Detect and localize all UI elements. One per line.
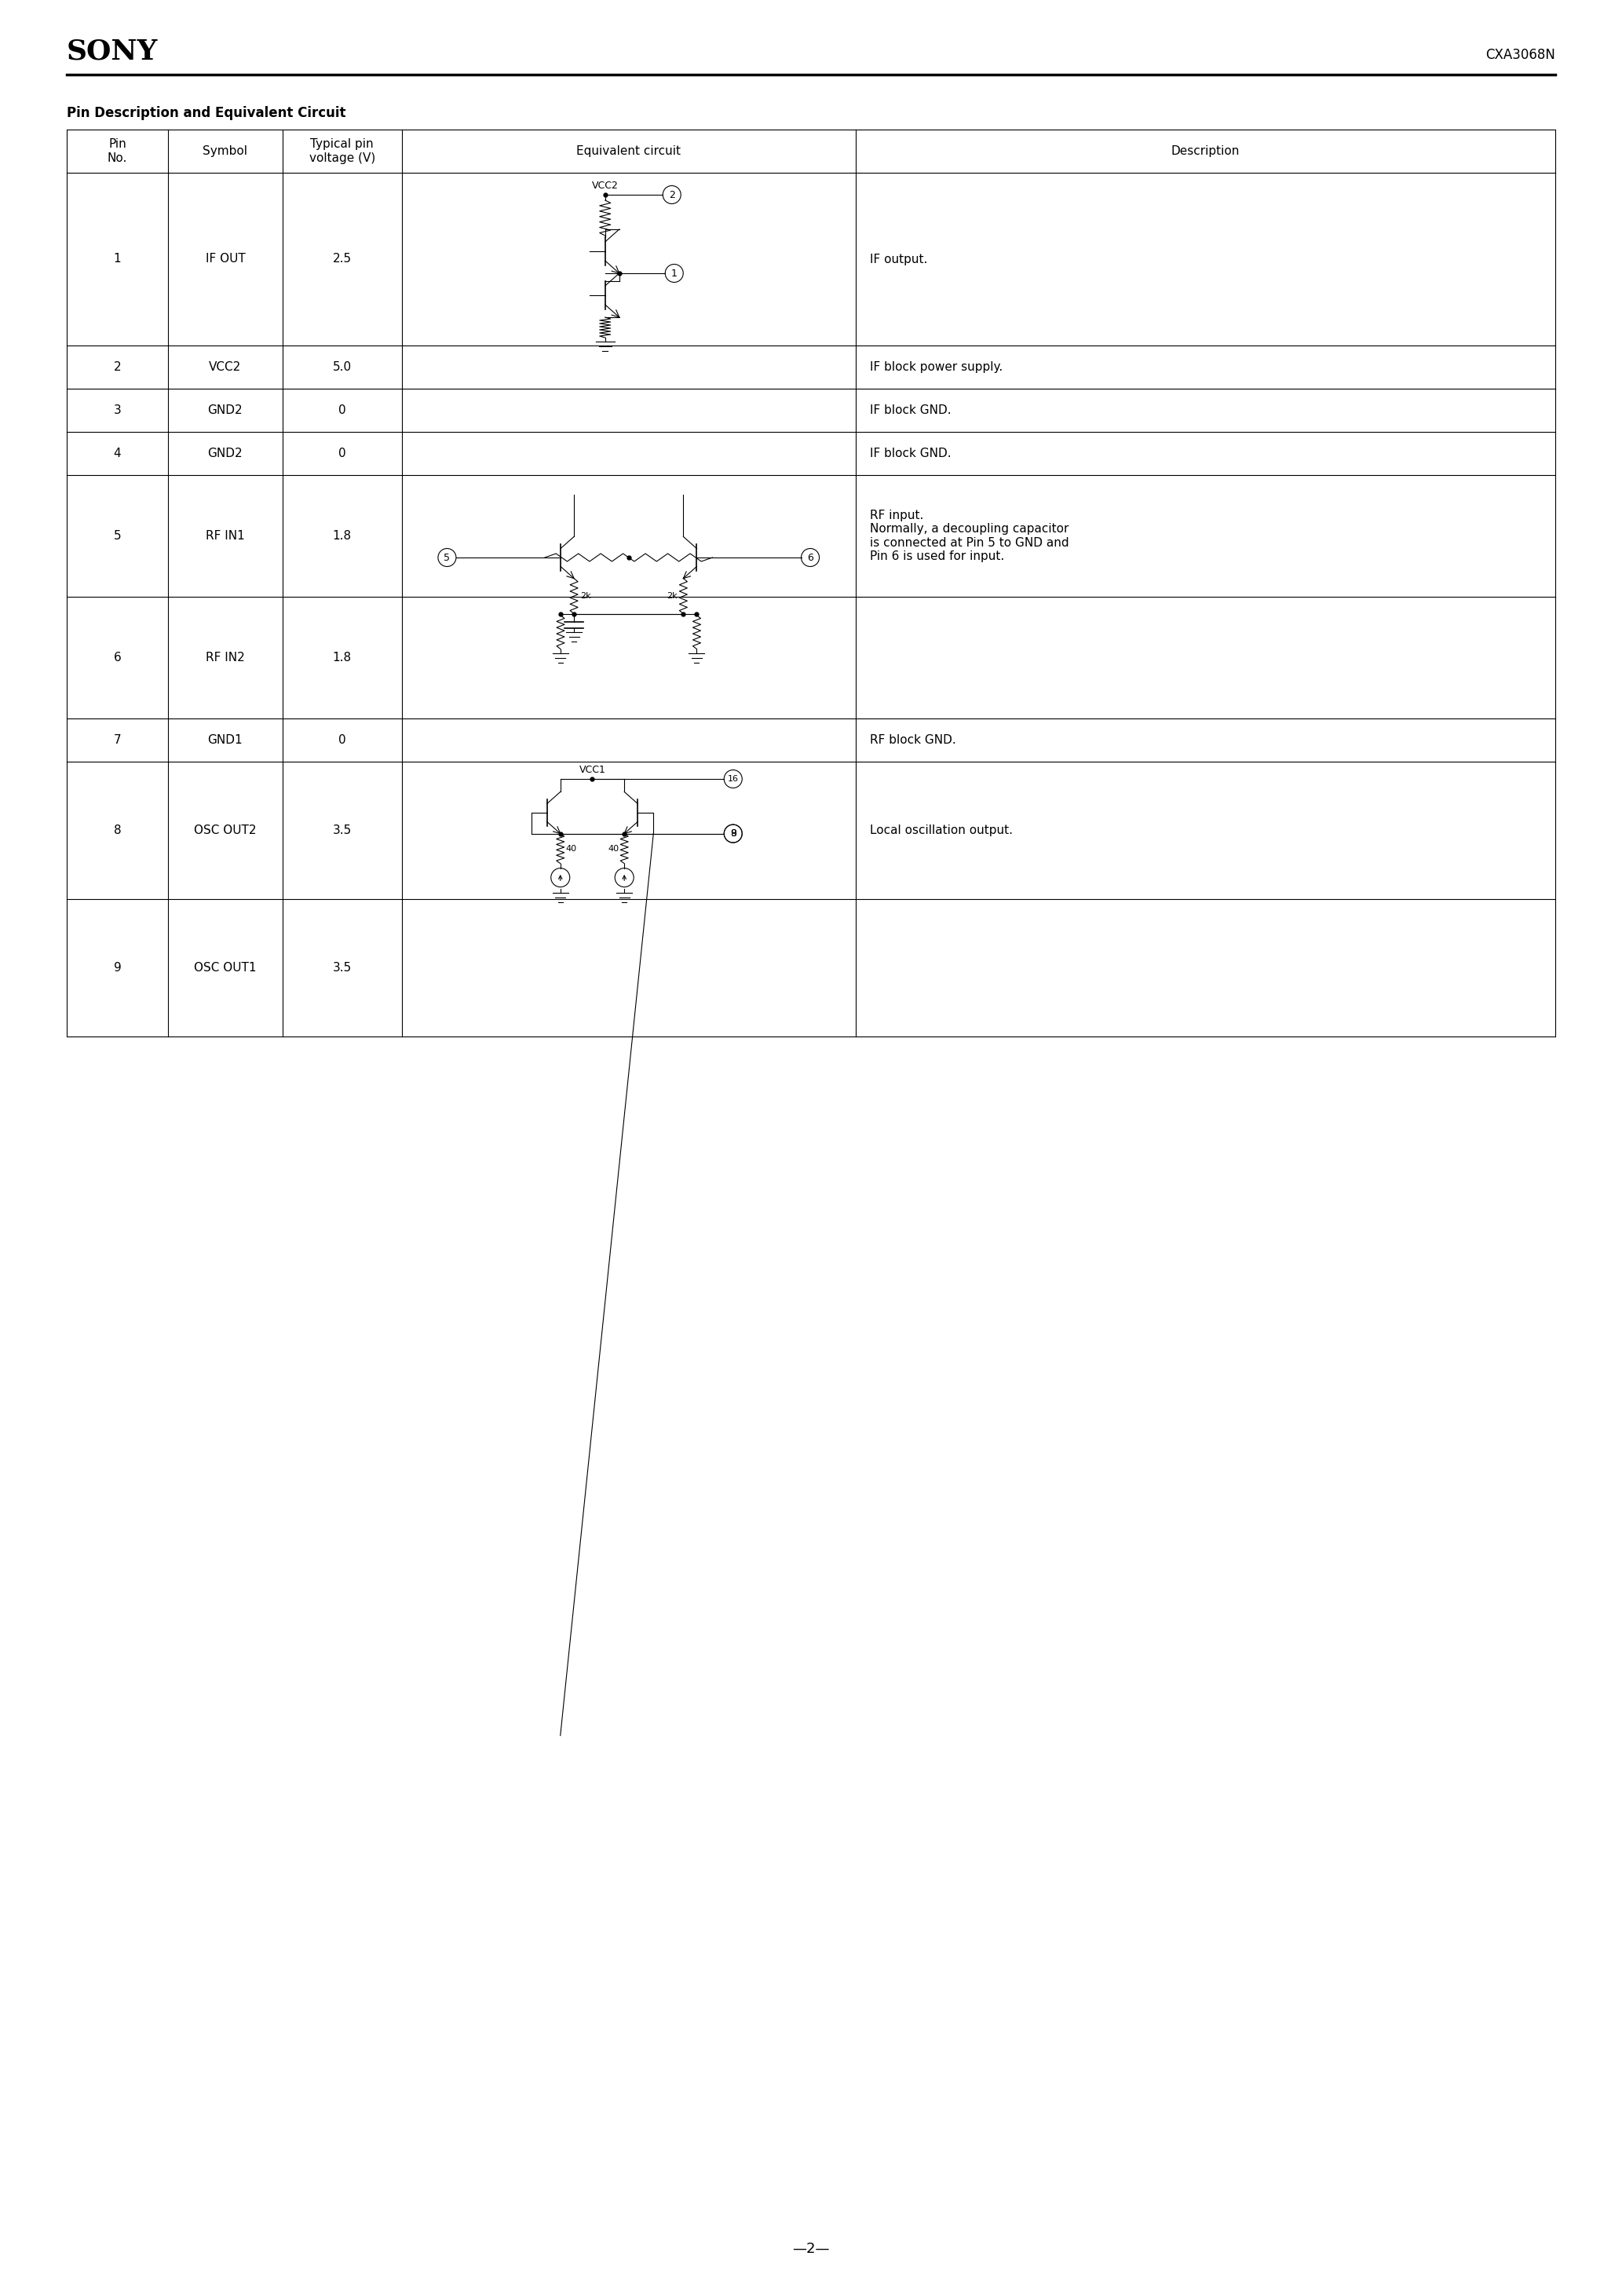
Text: IF block GND.: IF block GND. (869, 448, 950, 459)
Text: VCC2: VCC2 (209, 360, 242, 372)
Text: 1.8: 1.8 (333, 652, 352, 664)
Text: IF block power supply.: IF block power supply. (869, 360, 1002, 372)
Text: 3: 3 (114, 404, 122, 416)
Text: 9: 9 (730, 829, 736, 838)
Text: 7: 7 (114, 735, 122, 746)
Text: CXA3068N: CXA3068N (1486, 48, 1555, 62)
Text: RF input.
Normally, a decoupling capacitor
is connected at Pin 5 to GND and
Pin : RF input. Normally, a decoupling capacit… (869, 510, 1069, 563)
Text: 1: 1 (672, 269, 678, 278)
Text: 40: 40 (566, 845, 577, 852)
Text: GND2: GND2 (208, 448, 243, 459)
Text: 0: 0 (339, 448, 345, 459)
Text: VCC2: VCC2 (592, 181, 618, 191)
Text: 2: 2 (114, 360, 122, 372)
Text: Description: Description (1171, 145, 1239, 156)
Text: IF OUT: IF OUT (206, 253, 245, 264)
Text: VCC1: VCC1 (579, 765, 605, 776)
Text: IF block GND.: IF block GND. (869, 404, 950, 416)
Text: 3.5: 3.5 (333, 962, 352, 974)
Text: Pin
No.: Pin No. (107, 138, 127, 163)
Text: 2k: 2k (667, 592, 676, 599)
Text: RF IN2: RF IN2 (206, 652, 245, 664)
Text: 1: 1 (114, 253, 122, 264)
Text: 3.5: 3.5 (333, 824, 352, 836)
Text: 0: 0 (339, 735, 345, 746)
Text: 4: 4 (114, 448, 122, 459)
Text: 5.0: 5.0 (333, 360, 352, 372)
Text: OSC OUT2: OSC OUT2 (195, 824, 256, 836)
Text: OSC OUT1: OSC OUT1 (195, 962, 256, 974)
Text: Local oscillation output.: Local oscillation output. (869, 824, 1012, 836)
Text: Pin Description and Equivalent Circuit: Pin Description and Equivalent Circuit (67, 106, 345, 119)
Text: RF block GND.: RF block GND. (869, 735, 955, 746)
Text: —2—: —2— (793, 2241, 829, 2257)
Text: 6: 6 (114, 652, 122, 664)
Text: 0: 0 (339, 404, 345, 416)
Text: IF output.: IF output. (869, 253, 928, 264)
Text: Typical pin
voltage (V): Typical pin voltage (V) (310, 138, 375, 163)
Text: GND1: GND1 (208, 735, 243, 746)
Text: 1.8: 1.8 (333, 530, 352, 542)
Text: 40: 40 (608, 845, 620, 852)
Text: 8: 8 (730, 829, 736, 838)
Text: 2k: 2k (581, 592, 590, 599)
Text: Symbol: Symbol (203, 145, 248, 156)
Text: SONY: SONY (67, 37, 157, 64)
Text: 16: 16 (728, 776, 738, 783)
Text: 6: 6 (808, 553, 813, 563)
Text: 2.5: 2.5 (333, 253, 352, 264)
Text: 8: 8 (114, 824, 122, 836)
Text: 9: 9 (114, 962, 122, 974)
Text: RF IN1: RF IN1 (206, 530, 245, 542)
Text: 2: 2 (668, 191, 675, 200)
Text: 5: 5 (444, 553, 451, 563)
Text: Equivalent circuit: Equivalent circuit (576, 145, 681, 156)
Text: 5: 5 (114, 530, 122, 542)
Text: GND2: GND2 (208, 404, 243, 416)
